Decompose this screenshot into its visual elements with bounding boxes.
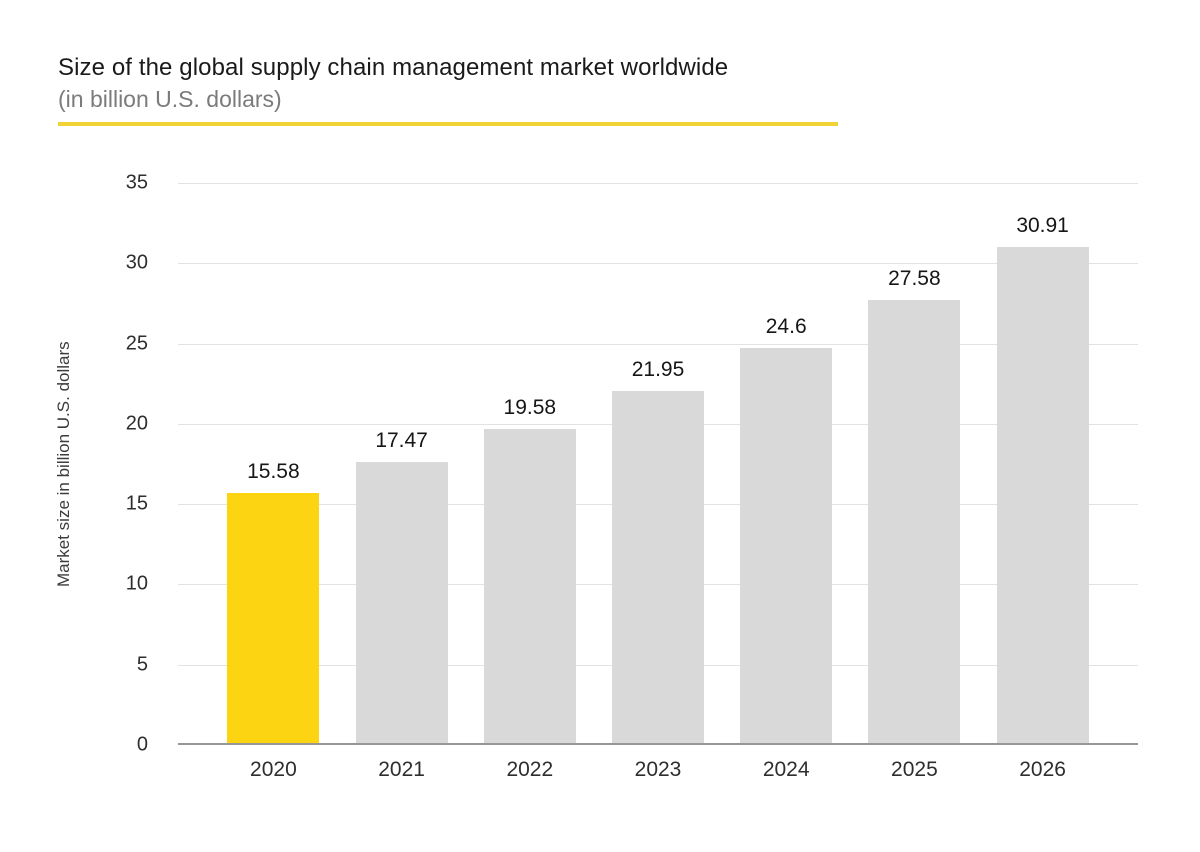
bar-value-label: 30.91 xyxy=(1016,213,1069,237)
y-tick-label: 0 xyxy=(136,733,148,756)
chart-title: Size of the global supply chain manageme… xyxy=(58,54,729,81)
bar-value-label: 17.47 xyxy=(375,429,428,453)
title-accent-underline xyxy=(58,122,838,126)
y-tick-label: 30 xyxy=(125,251,148,274)
chart-subtitle: (in billion U.S. dollars) xyxy=(58,86,282,112)
gridline xyxy=(178,183,1138,184)
x-tick-label: 2021 xyxy=(378,758,425,781)
bar xyxy=(227,492,320,743)
y-tick-label: 35 xyxy=(125,171,148,194)
bar-value-label: 15.58 xyxy=(247,459,300,483)
x-tick-label: 2025 xyxy=(891,758,938,781)
plot-area: 0 5 10 15 20 25 30 35 15.58 2020 17.47 2021 19.58 202… xyxy=(126,172,1138,781)
bar xyxy=(868,300,961,743)
y-axis-title: Market size in billion U.S. dollars xyxy=(54,341,73,587)
gridline xyxy=(178,263,1138,265)
bar-value-label: 19.58 xyxy=(503,395,557,419)
y-tick-label: 20 xyxy=(125,412,148,435)
x-tick-label: 2024 xyxy=(762,758,810,781)
x-tick-label: 2026 xyxy=(1019,758,1066,781)
bar xyxy=(612,390,704,743)
y-tick-label: 25 xyxy=(125,332,148,355)
chart-header: Size of the global supply chain manageme… xyxy=(58,52,848,126)
bar xyxy=(355,462,448,743)
gridline xyxy=(178,343,1138,345)
bar xyxy=(483,428,576,743)
bar xyxy=(996,246,1089,743)
x-tick-label: 2023 xyxy=(634,758,682,781)
y-tick-label: 5 xyxy=(136,653,148,676)
bar-value-label: 21.95 xyxy=(631,357,685,381)
bar-value-label: 27.58 xyxy=(888,267,941,291)
x-tick-label: 2022 xyxy=(506,758,554,781)
bar xyxy=(740,348,833,743)
x-tick-label: 2020 xyxy=(250,758,297,781)
bar-value-label: 24.6 xyxy=(765,315,807,338)
y-tick-label: 10 xyxy=(125,572,148,595)
y-tick-label: 15 xyxy=(125,492,148,515)
